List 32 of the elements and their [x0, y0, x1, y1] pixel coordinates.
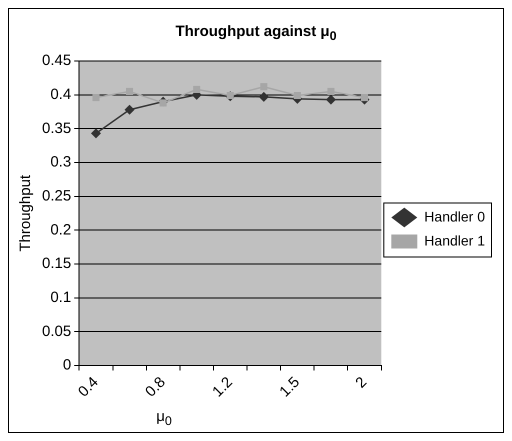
- legend-label: Handler 1: [424, 232, 486, 248]
- point: [193, 86, 200, 93]
- x-tick-label: 1.5: [276, 374, 304, 400]
- point: [360, 94, 368, 102]
- y-axis-title: Throughput: [17, 174, 34, 252]
- y-tick-label: 0.45: [42, 52, 72, 70]
- point: [327, 88, 334, 95]
- point: [90, 128, 101, 138]
- y-tick-label: 0.15: [42, 255, 72, 272]
- point: [126, 88, 134, 95]
- x-axis-title: μ$_{0}$: [155, 408, 173, 428]
- point: [258, 92, 269, 102]
- point: [160, 99, 167, 106]
- point: [124, 104, 135, 115]
- x-tick-label: 0.8: [142, 374, 169, 400]
- y-tick-label: 0.05: [42, 322, 72, 340]
- y-tick-label: 0.25: [42, 187, 72, 204]
- x-tick-label: 1.2: [209, 374, 236, 400]
- point: [326, 94, 336, 105]
- y-tick-label: 0: [62, 356, 72, 374]
- point: [92, 94, 100, 102]
- y-tick-label: 0.1: [50, 288, 72, 306]
- y-tick-label: 0.3: [50, 154, 72, 171]
- chart-title: Throughput against μ$_{0}$: [174, 23, 338, 45]
- x-tick-label: 2: [352, 374, 370, 392]
- legend-label: Handler 0: [424, 208, 486, 224]
- point: [260, 83, 268, 90]
- y-tick-label: 0.4: [50, 86, 72, 103]
- y-tick-label: 0.35: [42, 120, 72, 137]
- point: [294, 92, 301, 100]
- x-tick-label: 0.4: [74, 374, 102, 400]
- y-tick-label: 0.2: [50, 221, 72, 238]
